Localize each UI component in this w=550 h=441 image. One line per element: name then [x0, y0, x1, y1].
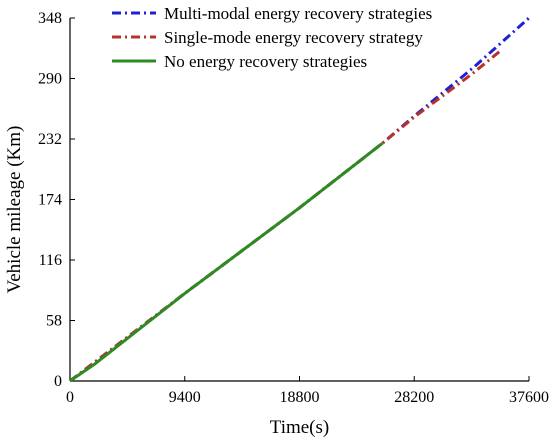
- y-tick-label: 0: [54, 373, 62, 390]
- x-tick-label: 28200: [394, 389, 434, 406]
- y-tick-label: 116: [39, 252, 62, 269]
- x-axis-title: Time(s): [270, 417, 329, 438]
- series-line-1: [69, 16, 530, 383]
- axes: 0 9400 18800 28200 37600 0 58 116 174 232 290 348: [38, 10, 549, 406]
- legend-label-3: No energy recovery strategies: [164, 52, 367, 71]
- y-tick-label: 58: [46, 313, 62, 330]
- x-tick-label: 9400: [169, 389, 201, 406]
- x-tick-label: 0: [66, 389, 74, 406]
- x-tick-label: 18800: [280, 389, 320, 406]
- legend-label-1: Multi-modal energy recovery strategies: [164, 4, 432, 23]
- x-tick-label: 37600: [509, 389, 549, 406]
- y-axis-title: Vehicle mileage (Km): [4, 126, 25, 294]
- y-tick-label: 174: [38, 192, 62, 209]
- y-tick-label: 290: [38, 71, 62, 88]
- series-line-3: [69, 142, 384, 383]
- y-tick-label: 232: [38, 131, 62, 148]
- legend-label-2: Single-mode energy recovery strategy: [164, 28, 423, 47]
- series-layer: [69, 16, 530, 383]
- y-tick-label: 348: [38, 10, 62, 27]
- legend: Multi-modal energy recovery strategies Si…: [112, 4, 432, 71]
